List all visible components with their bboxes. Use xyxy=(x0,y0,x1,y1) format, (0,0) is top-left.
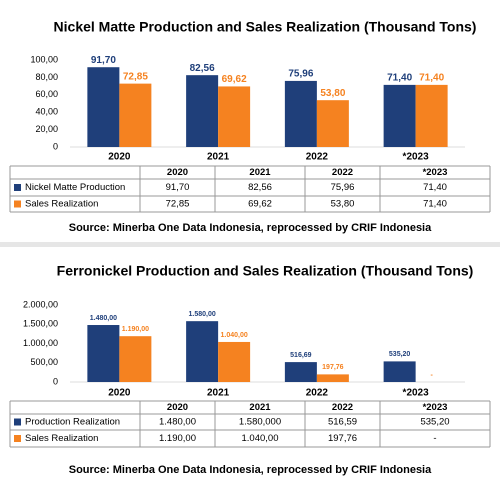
table-header: 2021 xyxy=(249,167,271,178)
value-label: 72,85 xyxy=(123,71,148,82)
bar xyxy=(186,321,219,382)
x-tick-label: 2020 xyxy=(108,152,131,163)
bar xyxy=(284,362,317,382)
table-cell: 1.040,00 xyxy=(242,433,279,444)
y-tick-label: 1.000,00 xyxy=(23,338,58,348)
table-cell: 516,59 xyxy=(328,417,357,428)
value-label: 75,96 xyxy=(288,69,313,80)
y-tick-label: 40,00 xyxy=(35,107,58,117)
table-cell: - xyxy=(433,433,436,444)
source-note: Source: Minerba One Data Indonesia, repr… xyxy=(69,222,432,234)
x-tick-label: 2020 xyxy=(108,388,131,399)
y-tick-label: 0 xyxy=(53,376,58,386)
table-cell: 197,76 xyxy=(328,433,357,444)
table-header: *2023 xyxy=(423,167,448,178)
x-tick-label: 2022 xyxy=(306,388,329,399)
y-tick-label: 0 xyxy=(53,141,58,151)
y-tick-label: 80,00 xyxy=(35,72,58,82)
legend-label: Sales Realization xyxy=(25,433,98,444)
table-cell: 71,40 xyxy=(423,199,447,210)
table-cell: 91,70 xyxy=(166,182,190,193)
bar xyxy=(119,83,152,147)
table-header: *2023 xyxy=(423,402,448,413)
x-tick-label: 2021 xyxy=(207,152,230,163)
value-label: - xyxy=(430,372,433,379)
bar xyxy=(383,361,416,382)
value-label: 1.190,00 xyxy=(122,326,149,333)
table-cell: 72,85 xyxy=(166,199,190,210)
table-cell: 71,40 xyxy=(423,182,447,193)
legend-label: Production Realization xyxy=(25,417,120,428)
bar xyxy=(119,336,152,382)
value-label: 535,20 xyxy=(389,351,411,358)
table-cell: 1.580,000 xyxy=(239,417,281,428)
value-label: 71,40 xyxy=(387,73,412,84)
table-header: 2022 xyxy=(332,167,353,178)
y-tick-label: 60,00 xyxy=(35,89,58,99)
value-label: 516,69 xyxy=(290,352,312,359)
source-note: Source: Minerba One Data Indonesia, repr… xyxy=(69,464,432,476)
bar xyxy=(87,67,120,147)
x-tick-label: 2021 xyxy=(207,388,230,399)
chart-title: Ferronickel Production and Sales Realiza… xyxy=(57,263,474,279)
bar xyxy=(316,100,349,147)
y-tick-label: 2.000,00 xyxy=(23,299,58,309)
table-cell: 82,56 xyxy=(248,182,272,193)
value-label: 82,56 xyxy=(190,63,215,74)
table-cell: 535,20 xyxy=(420,417,449,428)
divider xyxy=(0,242,500,247)
value-label: 1.480,00 xyxy=(90,315,117,322)
value-label: 1.040,00 xyxy=(221,332,248,339)
table-cell: 69,62 xyxy=(248,199,272,210)
legend-swatch xyxy=(14,418,21,426)
value-label: 1.580,00 xyxy=(189,311,216,318)
y-tick-label: 20,00 xyxy=(35,124,58,134)
bar xyxy=(218,86,251,147)
bar xyxy=(284,80,317,147)
table-header: 2022 xyxy=(332,402,353,413)
y-tick-label: 100,00 xyxy=(30,54,58,64)
legend-swatch xyxy=(14,184,21,191)
bar xyxy=(87,325,120,382)
value-label: 71,40 xyxy=(419,73,444,84)
table-header: 2020 xyxy=(167,167,188,178)
legend-swatch xyxy=(14,200,21,208)
bar xyxy=(383,84,416,147)
chart-title: Nickel Matte Production and Sales Realiz… xyxy=(54,19,477,35)
table-cell: 75,96 xyxy=(331,182,355,193)
bar xyxy=(415,84,448,147)
table-header: 2021 xyxy=(249,402,271,413)
bar xyxy=(316,374,349,382)
table-cell: 1.190,00 xyxy=(159,433,196,444)
value-label: 91,70 xyxy=(91,55,116,66)
bar xyxy=(186,75,219,147)
table-cell: 1.480,00 xyxy=(159,417,196,428)
value-label: 69,62 xyxy=(222,74,247,85)
legend-label: Nickel Matte Production xyxy=(25,182,125,193)
value-label: 53,80 xyxy=(320,88,345,99)
x-tick-label: 2022 xyxy=(306,152,329,163)
x-tick-label: *2023 xyxy=(403,152,430,163)
legend-label: Sales Realization xyxy=(25,199,98,210)
y-tick-label: 1.500,00 xyxy=(23,319,58,329)
table-cell: 53,80 xyxy=(331,199,355,210)
table-header: 2020 xyxy=(167,402,188,413)
legend-swatch xyxy=(14,435,21,442)
bar xyxy=(218,341,251,382)
x-tick-label: *2023 xyxy=(403,388,430,399)
y-tick-label: 500,00 xyxy=(30,357,58,367)
value-label: 197,76 xyxy=(322,364,344,371)
